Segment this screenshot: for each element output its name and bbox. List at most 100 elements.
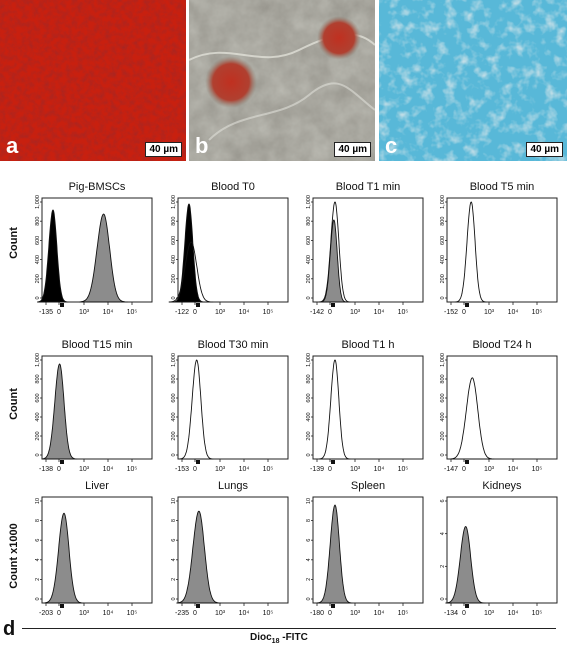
plot-frame (41, 197, 153, 303)
y-tick-label: 600 (35, 236, 41, 245)
photo-b-image (189, 0, 375, 161)
y-tick-label: 2 (440, 565, 446, 568)
plot-frame (177, 496, 289, 604)
y-tick-label: 1,000 (171, 353, 177, 367)
panel-title: Lungs (218, 480, 248, 492)
plot-frame (446, 496, 558, 604)
x-tick-label: 10⁵ (127, 309, 138, 316)
panel-title: Blood T1 min (336, 181, 401, 193)
y-tick-label: 400 (306, 412, 312, 421)
x-tick-label: 0 (57, 466, 61, 473)
y-tick-label: 0 (171, 597, 177, 600)
histogram-panel: Blood T5 min 1,000 800 600 400 200 0 -152 0 10³ 10… (440, 181, 558, 316)
histogram-peak (319, 201, 351, 303)
photo-c: c 40 µm (379, 0, 567, 161)
x-tick-label: -180 (310, 610, 324, 617)
panel-title: Liver (85, 480, 109, 492)
x-tick-label: 0 (193, 610, 197, 617)
y-tick-label: 0 (35, 453, 41, 456)
x-tick-label: 0 (57, 309, 61, 316)
x-axis-title: Dioc18 -FITC (250, 632, 308, 645)
histogram-panel: Blood T1 min 1,000 800 600 400 200 0 -142 0 10³ 10… (306, 181, 424, 316)
photo-c-image (379, 0, 567, 161)
y-tick-label: 4 (306, 558, 312, 561)
x-tick-label: 0 (462, 309, 466, 316)
x-tick-label: 0 (57, 610, 61, 617)
x-tick-label: 10³ (215, 309, 226, 316)
panel-title: Blood T24 h (472, 339, 531, 351)
y-tick-label: 400 (35, 255, 41, 264)
x-tick-label: 10⁴ (508, 466, 519, 473)
x-tick-label: 10³ (350, 466, 361, 473)
x-tick-label: 10⁴ (374, 466, 385, 473)
x-tick-label: 10⁴ (239, 309, 250, 316)
y-tick-label: 600 (306, 236, 312, 245)
histogram-peak (43, 512, 84, 604)
y-tick-label: 2 (171, 578, 177, 581)
y-tick-label: 1,000 (171, 195, 177, 209)
y-tick-label: 400 (35, 412, 41, 421)
panel-title: Blood T15 min (62, 339, 133, 351)
y-tick-label: 800 (306, 374, 312, 383)
y-tick-label: 10 (171, 498, 177, 504)
y-tick-label: 400 (306, 255, 312, 264)
plot-frame (446, 355, 558, 460)
x-tick-label: 0 (193, 309, 197, 316)
y-tick-label: 8 (171, 519, 177, 522)
y-tick-label: 800 (35, 217, 41, 226)
y-tick-label: 200 (306, 431, 312, 440)
plot-frame (312, 355, 424, 460)
x-tick-label: 10⁵ (532, 309, 543, 316)
panel-title: Blood T5 min (470, 181, 535, 193)
x-tick-label: 10³ (215, 466, 226, 473)
panel-title: Blood T0 (211, 181, 255, 193)
x-tick-label: 10⁴ (103, 309, 114, 316)
y-tick-label: 1,000 (440, 195, 446, 209)
histogram-peak (176, 510, 221, 604)
x-tick-label: 10⁴ (374, 309, 385, 316)
y-tick-label: 600 (171, 393, 177, 402)
histogram-peak (316, 504, 353, 604)
y-tick-label: 0 (171, 296, 177, 299)
y-tick-label: 200 (35, 274, 41, 283)
histogram-peak (455, 201, 487, 303)
x-tick-label: -122 (175, 309, 189, 316)
y-tick-label: 800 (306, 217, 312, 226)
panel-label: a (6, 133, 19, 158)
y-tick-label: 0 (440, 597, 446, 600)
y-tick-label: 200 (306, 274, 312, 283)
origin-marker (465, 604, 469, 608)
y-axis-label-row2: Count (8, 388, 20, 420)
panel-title: Blood T30 min (198, 339, 269, 351)
plot-frame (41, 496, 153, 604)
x-tick-label: 10⁴ (239, 466, 250, 473)
photo-b: b 40 µm (189, 0, 375, 161)
y-tick-label: 600 (306, 393, 312, 402)
y-tick-label: 600 (440, 236, 446, 245)
y-tick-label: 4 (440, 532, 446, 535)
x-tick-label: 10³ (215, 610, 226, 617)
x-tick-label: 10³ (350, 309, 361, 316)
x-tick-label: 10⁴ (239, 610, 250, 617)
y-tick-label: 200 (440, 274, 446, 283)
y-tick-label: 0 (171, 453, 177, 456)
x-axis-title-suffix: -FITC (279, 632, 308, 643)
y-axis-label-row1: Count (8, 227, 20, 259)
y-tick-label: 4 (171, 558, 177, 561)
x-tick-label: -134 (444, 610, 458, 617)
origin-marker (331, 460, 335, 464)
panel-title: Spleen (351, 480, 385, 492)
x-tick-label: 10⁵ (263, 610, 274, 617)
plot-frame (177, 355, 289, 460)
y-tick-label: 1,000 (35, 195, 41, 209)
histogram-peak (168, 241, 214, 303)
y-tick-label: 200 (35, 431, 41, 440)
x-tick-label: 10⁵ (398, 309, 409, 316)
histogram-peak (320, 219, 348, 303)
x-tick-label: 10⁵ (532, 466, 543, 473)
x-axis-title-sub: 18 (271, 638, 280, 645)
histogram-panel: Pig-BMSCs 1,000 800 600 400 200 0 -135 0 10³ 10⁴ 10… (35, 181, 153, 316)
histogram-peak (37, 209, 69, 303)
photo-a-image (0, 0, 186, 161)
plot-frame (312, 197, 424, 303)
